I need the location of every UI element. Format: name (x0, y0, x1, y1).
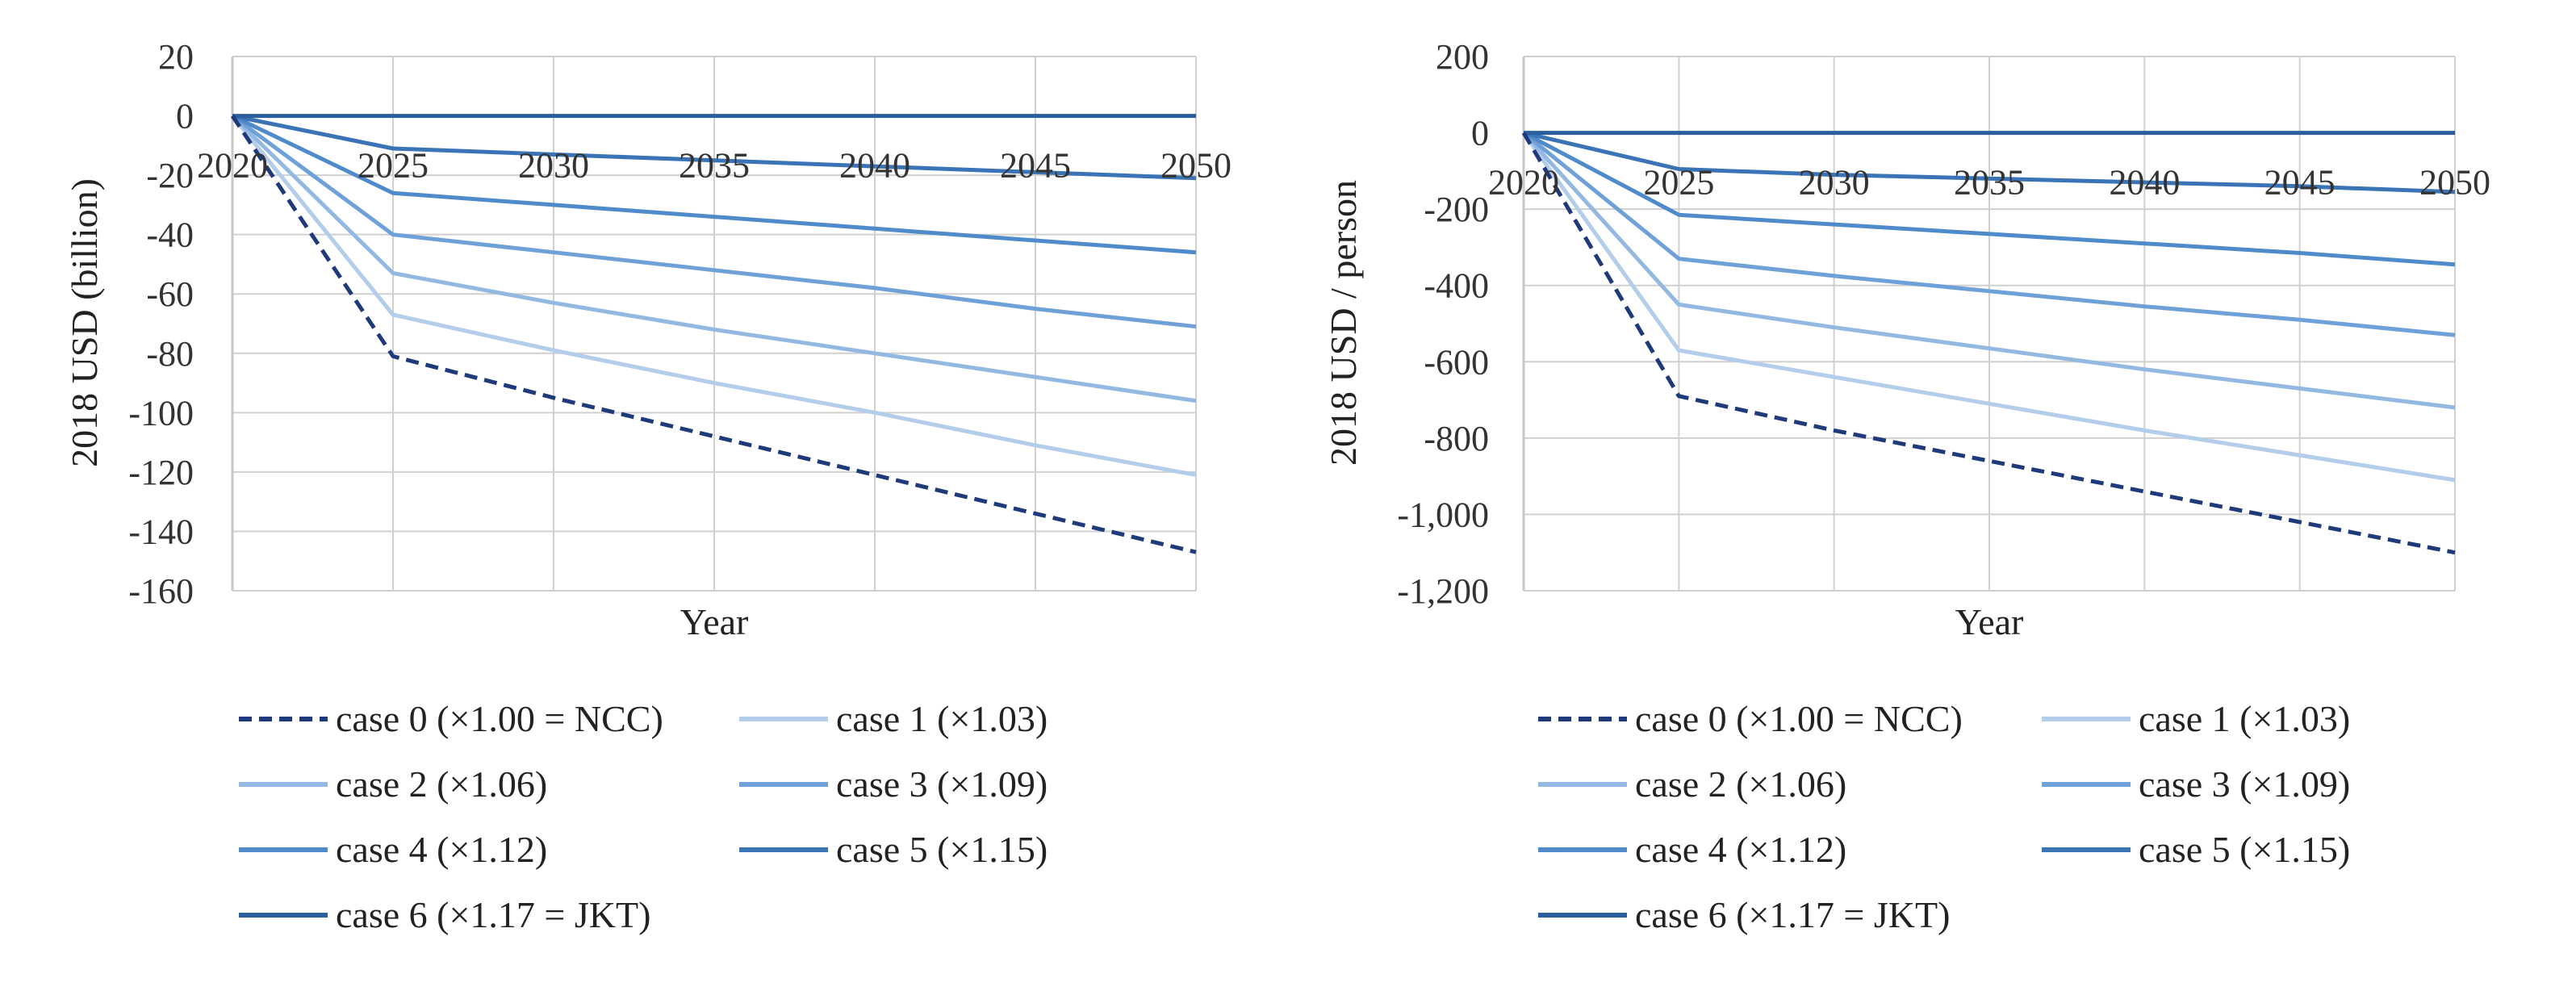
series-line-case-0 (1521, 132, 2456, 555)
legend-item-case-1: case 1 (×1.03) (2042, 698, 2350, 739)
x-tick-labels: 2020 2025 2030 2035 2040 2045 2050 (197, 146, 1232, 186)
x-tick-label: 2030 (518, 146, 589, 186)
y-tick-label: 200 (1436, 37, 1489, 77)
x-axis-label: Year (1955, 601, 2024, 642)
x-tick-label: 2045 (2264, 163, 2336, 203)
y-tick-label: 20 (158, 37, 194, 77)
y-axis-label: 2018 USD (billion) (64, 178, 105, 467)
y-tick-labels: 200 0 -200 -400 -600 -800 -1,000 -1,200 (1397, 37, 1489, 611)
legend-item-case-2: case 2 (×1.06) (1538, 763, 1846, 805)
x-tick-label: 2050 (2419, 163, 2490, 203)
y-tick-label: -400 (1424, 266, 1489, 306)
x-tick-label: 2025 (1643, 163, 1714, 203)
y-tick-label: 0 (176, 97, 194, 136)
x-tick-label: 2040 (839, 146, 910, 186)
y-tick-label: -1,200 (1397, 571, 1489, 611)
legend-label: case 2 (×1.06) (1635, 763, 1846, 805)
series-line-case-5 (232, 114, 1197, 181)
y-tick-label: -100 (128, 393, 194, 433)
legend-label: case 3 (×1.09) (2139, 763, 2350, 805)
legend-item-case-5: case 5 (×1.15) (2042, 829, 2350, 870)
series-line-case-3 (231, 114, 1197, 329)
legend-item-case-0: case 0 (×1.00 = NCC) (239, 698, 663, 739)
x-tick-label: 2050 (1160, 146, 1232, 186)
x-tick-label: 2020 (197, 146, 268, 186)
y-tick-label: -800 (1424, 419, 1489, 458)
series-line-case-1 (1521, 132, 2456, 483)
y-tick-label: 0 (1471, 114, 1489, 153)
x-tick-label: 2025 (358, 146, 429, 186)
series-lines (230, 114, 1197, 554)
y-tick-label: -200 (1424, 190, 1489, 229)
y-tick-label: -600 (1424, 342, 1489, 382)
legend-item-case-6: case 6 (×1.17 = JKT) (239, 894, 650, 935)
y-tick-label: -140 (128, 512, 194, 551)
y-axis-label: 2018 USD / person (1323, 180, 1364, 466)
y-tick-label: -40 (146, 215, 194, 255)
legend-label: case 0 (×1.00 = NCC) (336, 698, 663, 739)
legend-item-case-2: case 2 (×1.06) (239, 763, 547, 805)
legend-label: case 5 (×1.15) (836, 829, 1048, 870)
chart-left: 20 0 -20 -40 -60 -80 -100 -120 -140 -160 2020 2025… (64, 37, 1232, 935)
legend-item-case-3: case 3 (×1.09) (2042, 763, 2350, 805)
legend-item-case-0: case 0 (×1.00 = NCC) (1538, 698, 1963, 739)
series-line-case-4 (1522, 131, 2456, 267)
legend-item-case-6: case 6 (×1.17 = JKT) (1538, 894, 1950, 935)
legend-label: case 0 (×1.00 = NCC) (1635, 698, 1963, 739)
legend-label: case 1 (×1.03) (836, 698, 1048, 739)
series-line-case-4 (231, 114, 1197, 255)
x-tick-label: 2030 (1799, 163, 1870, 203)
y-tick-label: -1,000 (1397, 495, 1489, 534)
legend-item-case-5: case 5 (×1.15) (739, 829, 1048, 870)
legend-label: case 4 (×1.12) (336, 829, 547, 870)
legend-label: case 5 (×1.15) (2139, 829, 2350, 870)
x-tick-label: 2035 (1954, 163, 2025, 203)
series-line-case-3 (1522, 131, 2456, 337)
x-axis-label: Year (680, 601, 749, 642)
legend-item-case-4: case 4 (×1.12) (239, 829, 547, 870)
legend-item-case-4: case 4 (×1.12) (1538, 829, 1846, 870)
y-tick-label: -80 (146, 334, 194, 374)
y-tick-label: -160 (128, 571, 194, 611)
x-tick-label: 2035 (679, 146, 750, 186)
x-tick-label: 2040 (2109, 163, 2180, 203)
series-line-case-2 (1522, 131, 2456, 410)
y-tick-label: -120 (128, 453, 194, 492)
legend: case 0 (×1.00 = NCC) case 1 (×1.03) case… (1538, 698, 2350, 935)
legend-label: case 2 (×1.06) (336, 763, 547, 805)
series-line-case-5 (1523, 131, 2456, 194)
legend-item-case-1: case 1 (×1.03) (739, 698, 1048, 739)
y-tick-labels: 20 0 -20 -40 -60 -80 -100 -120 -140 -160 (128, 37, 194, 611)
gridlines (232, 56, 1197, 592)
legend-label: case 6 (×1.17 = JKT) (1635, 894, 1950, 935)
gridlines (1523, 56, 2456, 592)
legend-label: case 1 (×1.03) (2139, 698, 2350, 739)
x-tick-labels: 2020 2025 2030 2035 2040 2045 2050 (1488, 163, 2490, 203)
x-tick-label: 2045 (1000, 146, 1071, 186)
y-tick-label: -20 (146, 156, 194, 195)
legend-item-case-3: case 3 (×1.09) (739, 763, 1048, 805)
series-lines (1521, 131, 2456, 555)
legend-label: case 3 (×1.09) (836, 763, 1048, 805)
series-line-case-2 (231, 114, 1197, 404)
legend-label: case 6 (×1.17 = JKT) (336, 894, 650, 935)
series-line-case-0 (230, 115, 1197, 554)
legend-label: case 4 (×1.12) (1635, 829, 1846, 870)
series-line-case-1 (231, 115, 1197, 478)
x-tick-label: 2020 (1488, 163, 1559, 203)
y-tick-label: -60 (146, 274, 194, 314)
legend: case 0 (×1.00 = NCC) case 1 (×1.03) case… (239, 698, 1048, 935)
